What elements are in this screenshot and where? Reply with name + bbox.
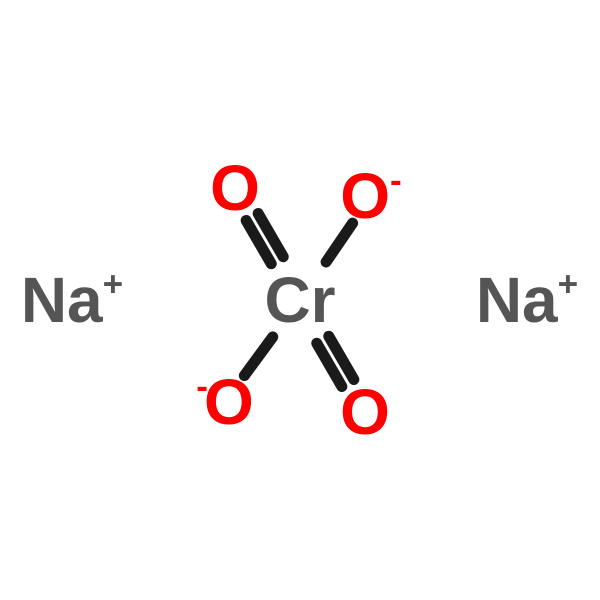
atom-o-top: O xyxy=(210,151,260,225)
atom-o-bottom: O xyxy=(340,375,390,449)
atom-label: O xyxy=(340,376,390,448)
atom-cr: Cr xyxy=(264,263,335,337)
atom-label: O xyxy=(210,152,260,224)
atom-label: O xyxy=(340,160,390,232)
charge-label: - xyxy=(196,367,208,406)
atom-o-topright: O- xyxy=(340,159,402,233)
atom-label: Na xyxy=(21,264,103,336)
atom-o-bottomleft: -O xyxy=(196,365,254,439)
atom-na-left: Na+ xyxy=(21,263,123,337)
atom-label: O xyxy=(204,366,254,438)
charge-label: + xyxy=(558,265,579,304)
atom-label: Cr xyxy=(264,264,335,336)
charge-label: - xyxy=(390,161,402,200)
atom-na-right: Na+ xyxy=(476,263,578,337)
charge-label: + xyxy=(103,265,124,304)
atom-label: Na xyxy=(476,264,558,336)
molecule-canvas: Cr O O- -O O Na+ Na+ xyxy=(0,0,600,600)
